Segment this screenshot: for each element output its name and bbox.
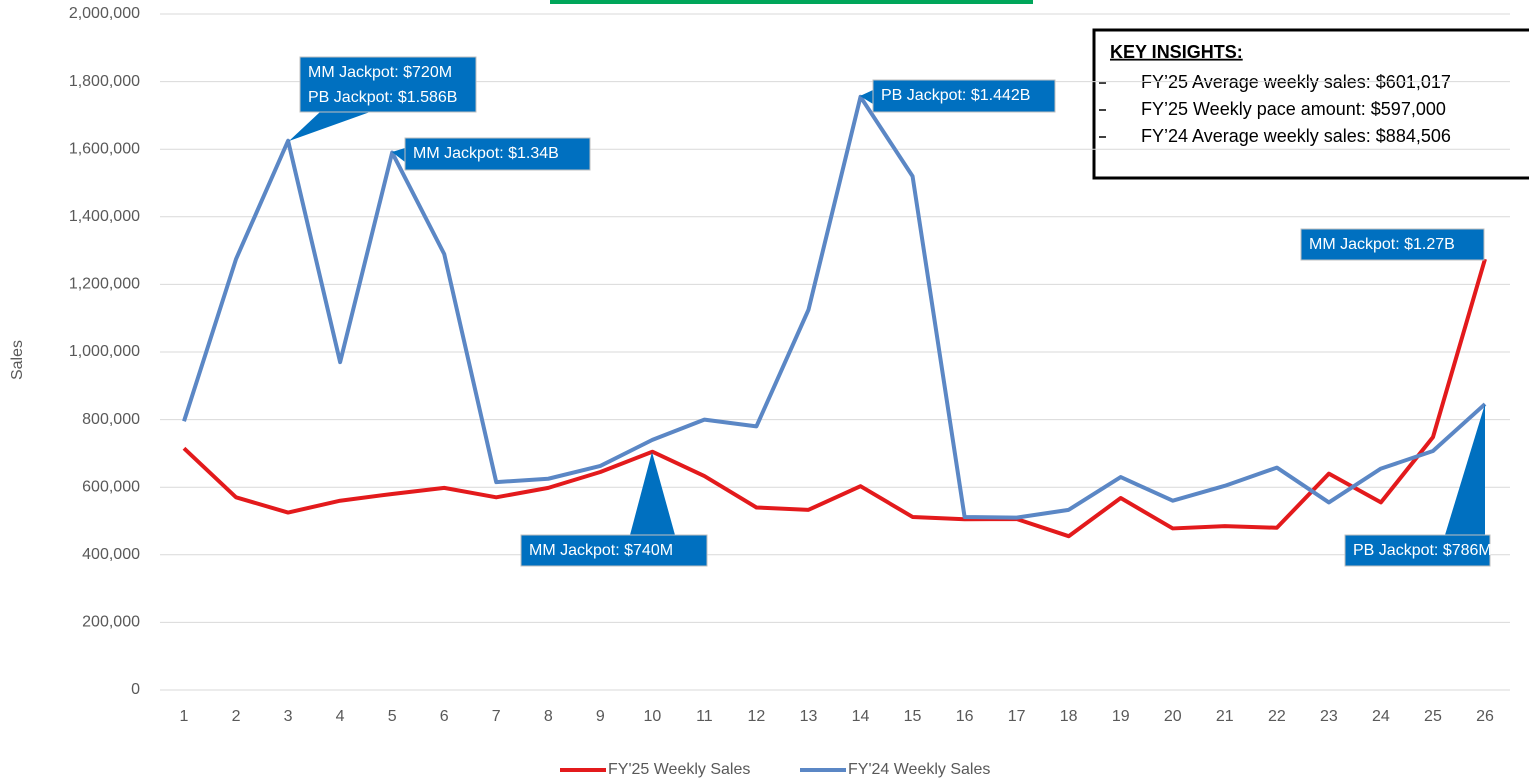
callout-pointer (860, 90, 873, 104)
y-tick-label: 400,000 (82, 546, 140, 563)
x-tick-label: 20 (1164, 708, 1182, 725)
y-tick-label: 200,000 (82, 614, 140, 631)
x-tick-label: 8 (544, 708, 553, 725)
x-tick-label: 6 (440, 708, 449, 725)
legend-label: FY'25 Weekly Sales (608, 761, 750, 778)
callout-text: MM Jackpot: $1.34B (413, 145, 559, 162)
callout-text: MM Jackpot: $740M (529, 542, 673, 559)
x-tick-label: 4 (336, 708, 345, 725)
x-tick-label: 9 (596, 708, 605, 725)
x-tick-label: 19 (1112, 708, 1130, 725)
callout-text: PB Jackpot: $1.586B (308, 89, 457, 106)
key-insights-title: KEY INSIGHTS: (1110, 42, 1243, 62)
x-tick-label: 15 (904, 708, 922, 725)
x-tick-label: 1 (180, 708, 189, 725)
y-tick-label: 0 (131, 681, 140, 698)
y-tick-label: 800,000 (82, 411, 140, 428)
y-tick-label: 600,000 (82, 478, 140, 495)
callout-box (1300, 228, 1485, 261)
callout-text: PB Jackpot: $1.442B (881, 87, 1030, 104)
x-tick-label: 13 (800, 708, 818, 725)
callout-text: MM Jackpot: $720M (308, 64, 452, 81)
callout-box (520, 534, 708, 567)
x-tick-label: 14 (852, 708, 870, 725)
x-tick-label: 11 (696, 708, 713, 725)
x-tick-label: 25 (1424, 708, 1442, 725)
callout-text: PB Jackpot: $786M (1353, 542, 1492, 559)
line-series (182, 94, 1487, 520)
x-tick-label: 7 (492, 708, 501, 725)
x-tick-label: 2 (232, 708, 241, 725)
y-axis-label: Sales (9, 340, 26, 380)
x-tick-label: 5 (388, 708, 397, 725)
y-tick-label: 1,600,000 (69, 140, 140, 157)
callout-pointer (392, 148, 405, 162)
y-tick-label: 1,000,000 (69, 343, 140, 360)
x-tick-label: 22 (1268, 708, 1286, 725)
x-tick-label: 23 (1320, 708, 1338, 725)
legend-label: FY'24 Weekly Sales (848, 761, 990, 778)
key-insights: KEY INSIGHTS: FY’25 Average weekly sales… (1092, 28, 1529, 180)
header-bar (550, 0, 1033, 4)
x-tick-label: 12 (748, 708, 766, 725)
x-tick-label: 16 (956, 708, 974, 725)
x-tick-label: 3 (284, 708, 293, 725)
y-tick-label: 1,200,000 (69, 276, 140, 293)
x-tick-label: 24 (1372, 708, 1390, 725)
callout-box (872, 79, 1056, 113)
callout-box (299, 56, 477, 113)
callout-pointer (1445, 404, 1485, 535)
callout-box (404, 137, 591, 171)
x-tick-label: 17 (1008, 708, 1026, 725)
key-insight: FY’24 Average weekly sales: $884,506 (1141, 126, 1451, 146)
x-tick-label: 21 (1216, 708, 1234, 725)
x-tick-label: 26 (1476, 708, 1494, 725)
key-insight: FY’25 Weekly pace amount: $597,000 (1141, 99, 1446, 119)
y-tick-label: 1,400,000 (69, 208, 140, 225)
x-tick-label: 10 (643, 708, 661, 725)
callout-text: MM Jackpot: $1.27B (1309, 236, 1455, 253)
callout-pointer (630, 452, 675, 535)
y-tick-label: 2,000,000 (69, 5, 140, 22)
callout-pointer (289, 112, 370, 141)
x-tick-label: 18 (1060, 708, 1078, 725)
callout-box (1344, 534, 1491, 567)
key-insights-box (1092, 28, 1529, 180)
y-tick-label: 1,800,000 (69, 73, 140, 90)
line-series (182, 258, 1487, 539)
